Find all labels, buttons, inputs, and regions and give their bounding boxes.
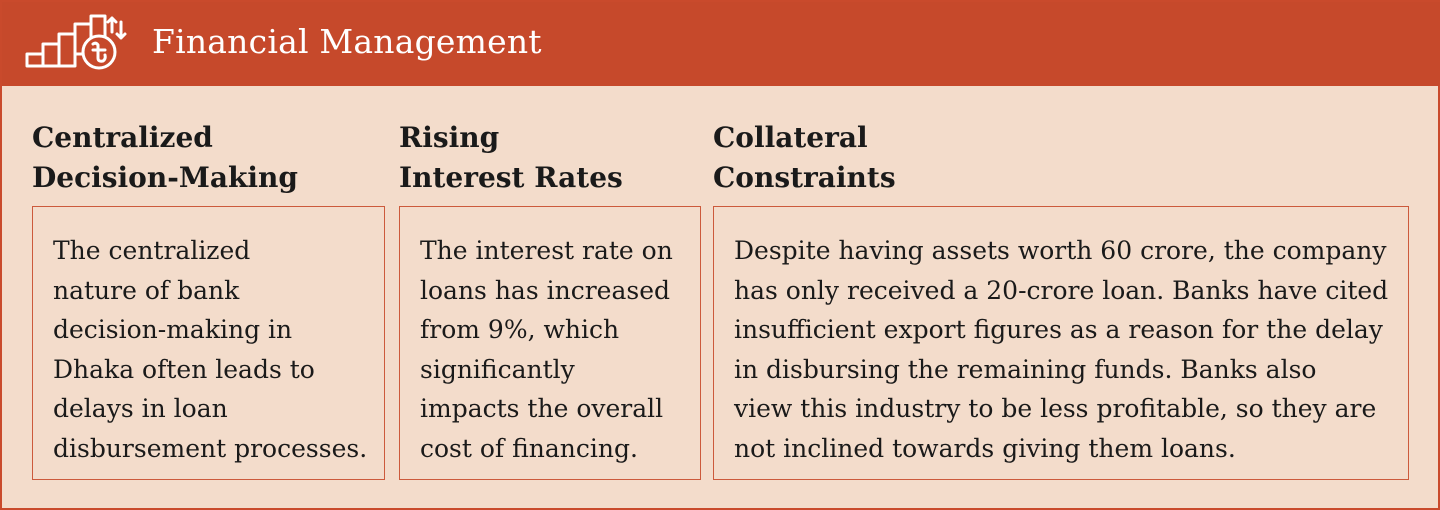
text-line: delays in loan: [53, 394, 228, 424]
text-line: not inclined towards giving them loans.: [734, 433, 1236, 463]
text-line: The centralized: [53, 236, 251, 265]
text-line: significantly: [420, 354, 575, 384]
text-line: disbursement processes.: [53, 433, 368, 463]
column-title-line: Centralized: [32, 121, 213, 154]
column-title-line: Rising: [399, 121, 500, 154]
info-box-collateral-constraints: Despite having assets worth 60 crore, th…: [713, 206, 1409, 480]
text-line: impacts the overall: [420, 394, 664, 424]
text-line: The interest rate on: [420, 236, 673, 265]
column-title-line: Collateral: [713, 121, 868, 154]
text-line: nature of bank: [53, 275, 240, 305]
header-title: Financial Management: [152, 22, 542, 61]
column-title-line: Decision-Making: [32, 161, 298, 194]
text-line: in disbursing the remaining funds. Banks…: [734, 354, 1317, 384]
column-title-line: Constraints: [713, 161, 896, 194]
text-line: Despite having assets worth 60 crore, th…: [734, 236, 1387, 265]
column-title-line: Interest Rates: [399, 161, 623, 194]
column-title-collateral-constraints: Collateral Constraints: [713, 118, 896, 198]
text-line: from 9%, which: [420, 315, 620, 345]
text-line: view this industry to be less profitable…: [734, 394, 1377, 424]
info-box-text: Despite having assets worth 60 crore, th…: [734, 231, 1388, 469]
column-title-rising-interest-rates: Rising Interest Rates: [399, 118, 623, 198]
column-title-centralized-decision-making: Centralized Decision-Making: [32, 118, 298, 198]
header-bar: Financial Management: [2, 2, 1440, 86]
text-line: has only received a 20-crore loan. Banks…: [734, 275, 1389, 305]
text-line: cost of financing.: [420, 433, 638, 463]
info-box-text: The centralized nature of bank decision-…: [53, 231, 368, 469]
finance-chart-taka-icon: [25, 14, 127, 70]
text-line: loans has increased: [420, 275, 670, 305]
text-line: insufficient export figures as a reason …: [734, 315, 1383, 345]
info-box-rising-interest-rates: The interest rate on loans has increased…: [399, 206, 701, 480]
info-box-text: The interest rate on loans has increased…: [420, 231, 680, 469]
text-line: Dhaka often leads to: [53, 354, 315, 384]
info-box-centralized-decision-making: The centralized nature of bank decision-…: [32, 206, 385, 480]
text-line: decision-making in: [53, 315, 293, 345]
